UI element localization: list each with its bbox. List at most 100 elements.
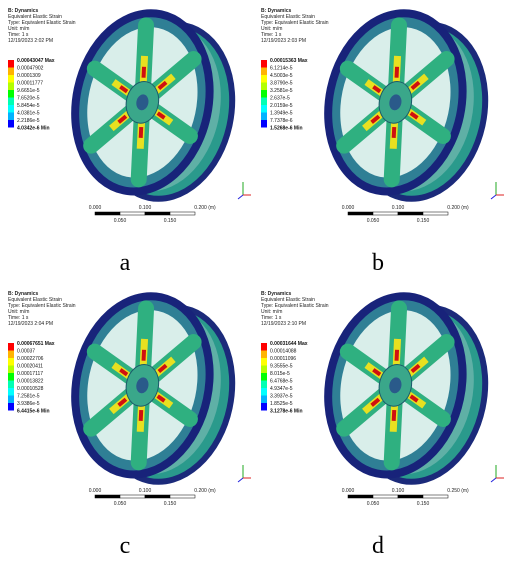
legend-swatch <box>261 358 267 366</box>
scale-label: 0.000 <box>89 488 102 494</box>
legend-swatch <box>8 366 14 374</box>
scale-label: 0.150 <box>417 501 430 507</box>
legend-label: 4.0342e-6 Min <box>17 126 50 132</box>
legend-swatch <box>261 396 267 404</box>
legend-swatch <box>261 343 267 351</box>
scale-segment <box>423 495 448 498</box>
scale-segment <box>95 212 120 215</box>
scale-label: 0.150 <box>164 218 177 224</box>
header-line: 12/19/2023 2:10 PM <box>261 321 306 327</box>
legend-label: 7.2581e-5 <box>17 394 40 400</box>
wheel <box>59 284 249 494</box>
spoke-peak <box>392 127 396 138</box>
legend-swatch <box>261 120 267 128</box>
spoke-peak <box>392 410 396 421</box>
legend-swatch <box>261 83 267 91</box>
scale-segment <box>170 212 195 215</box>
scale-label: 0.150 <box>164 501 177 507</box>
legend-label: 1.5268e-6 Min <box>270 126 303 132</box>
legend-swatch <box>8 60 14 68</box>
header-line: 12/19/2023 2:04 PM <box>8 321 53 327</box>
legend-label: 5.8454e-5 <box>17 103 40 109</box>
scale-label: 0.100 <box>392 488 405 494</box>
triad-z <box>491 195 496 199</box>
legend-label: 2.637e-5 <box>270 96 290 102</box>
legend-swatch <box>261 388 267 396</box>
legend-swatch <box>8 90 14 98</box>
legend-label: 0.00015363 Max <box>270 58 308 64</box>
scale-label: 0.250 (m) <box>447 488 469 494</box>
legend-swatch <box>261 105 267 113</box>
legend-label: 0.00067651 Max <box>17 341 55 347</box>
legend-label: 7.6520e-5 <box>17 96 40 102</box>
legend-swatch <box>8 396 14 404</box>
legend-label: 1.3949e-5 <box>270 111 293 117</box>
legend-label: 6.4768e-5 <box>270 379 293 385</box>
scale-segment <box>95 495 120 498</box>
legend-label: 0.00047902 <box>17 66 44 72</box>
legend-label: 0.00020411 <box>17 364 43 370</box>
legend-label: 0.00043047 Max <box>17 58 55 64</box>
spoke-peak <box>142 67 146 78</box>
scale-segment <box>120 495 145 498</box>
legend-swatch <box>8 75 14 83</box>
scale-label: 0.000 <box>342 488 355 494</box>
scale-label: 0.050 <box>367 218 380 224</box>
legend-swatch <box>261 403 267 411</box>
legend-swatch <box>261 98 267 106</box>
legend-label: 2.0159e-5 <box>270 103 293 109</box>
spoke-peak <box>395 67 399 78</box>
legend-swatch <box>261 113 267 121</box>
wheel <box>312 284 502 494</box>
scale-label: 0.000 <box>342 205 355 211</box>
legend-swatch <box>8 403 14 411</box>
panel-label: a <box>120 250 131 276</box>
legend-label: 0.00010528 <box>17 386 44 392</box>
panel: B: DynamicsEquivalent Elastic StrainType… <box>8 284 251 559</box>
legend-swatch <box>8 388 14 396</box>
legend-label: 3.3937e-5 <box>270 394 293 400</box>
legend-swatch <box>8 120 14 128</box>
scale-label: 0.200 (m) <box>194 488 216 494</box>
legend-swatch <box>8 113 14 121</box>
legend-label: 9.3555e-5 <box>270 364 293 370</box>
legend-label: 9.6651e-5 <box>17 88 40 94</box>
scale-label: 0.150 <box>417 218 430 224</box>
legend-label: 6.4415e-6 Min <box>17 409 50 415</box>
legend-label: 0.00037 <box>17 349 35 355</box>
legend-label: 4.5003e-5 <box>270 73 293 79</box>
wheel <box>59 1 249 211</box>
legend-swatch <box>261 381 267 389</box>
legend-swatch <box>261 373 267 381</box>
spoke-peak <box>139 410 143 421</box>
panel-label: b <box>372 250 384 276</box>
wheel <box>312 1 502 211</box>
legend-swatch <box>8 343 14 351</box>
legend-swatch <box>8 351 14 359</box>
legend-label: 3.2581e-5 <box>270 88 293 94</box>
spoke-peak <box>395 350 399 361</box>
scale-segment <box>373 495 398 498</box>
triad-z <box>491 478 496 482</box>
scale-segment <box>170 495 195 498</box>
scale-label: 0.050 <box>114 501 127 507</box>
panel-label: d <box>372 533 384 559</box>
legend-label: 6.1214e-5 <box>270 66 293 72</box>
legend-label: 0.00011096 <box>270 356 296 362</box>
scale-label: 0.100 <box>392 205 405 211</box>
scale-label: 0.100 <box>139 205 152 211</box>
legend-swatch <box>261 68 267 76</box>
legend-swatch <box>8 83 14 91</box>
legend-swatch <box>261 90 267 98</box>
legend-swatch <box>8 373 14 381</box>
spoke-peak <box>139 127 143 138</box>
legend-label: 4.0381e-5 <box>17 111 40 117</box>
legend-swatch <box>261 60 267 68</box>
legend-swatch <box>8 358 14 366</box>
scale-segment <box>398 212 423 215</box>
legend-swatch <box>261 351 267 359</box>
header-line: 12/19/2023 2:03 PM <box>261 38 306 44</box>
legend-label: 4.9347e-5 <box>270 386 293 392</box>
